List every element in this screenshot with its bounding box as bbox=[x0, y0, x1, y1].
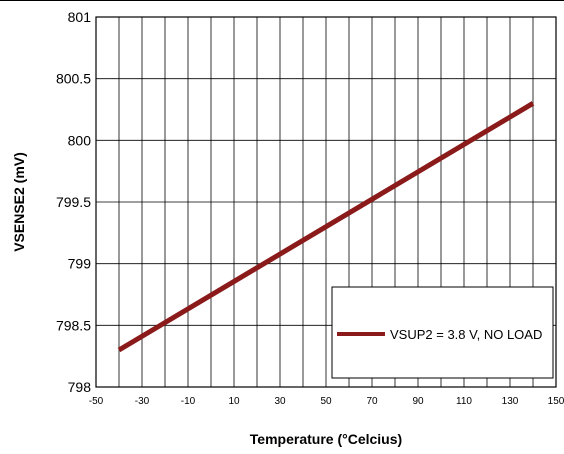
plot-frame bbox=[95, 16, 557, 388]
x-axis-title: Temperature (°Celcius) bbox=[250, 431, 402, 447]
x-tick-label: 130 bbox=[502, 396, 519, 407]
x-tick-label: 30 bbox=[274, 396, 286, 407]
y-tick-label: 798.5 bbox=[56, 317, 91, 333]
series-line bbox=[117, 101, 535, 353]
x-tick-label: -30 bbox=[135, 396, 150, 407]
legend-label: VSUP2 = 3.8 V, NO LOAD bbox=[390, 327, 542, 342]
x-tick-label: 70 bbox=[366, 396, 378, 407]
x-tick-label: -50 bbox=[89, 396, 104, 407]
legend: VSUP2 = 3.8 V, NO LOAD bbox=[331, 286, 554, 379]
y-tick-label: 800.5 bbox=[56, 71, 91, 87]
x-tick-label: 150 bbox=[548, 396, 564, 407]
x-tick-label: 90 bbox=[412, 396, 424, 407]
x-tick-label: 50 bbox=[320, 396, 332, 407]
y-tick-label: 799.5 bbox=[56, 194, 91, 210]
y-axis-title: VSENSE2 (mV) bbox=[11, 152, 27, 252]
y-tick-label: 798 bbox=[68, 379, 92, 395]
series-group bbox=[117, 101, 535, 353]
x-tick-label: 110 bbox=[456, 396, 472, 407]
y-tick-label: 800 bbox=[68, 132, 92, 148]
top-rule bbox=[0, 0, 564, 1]
y-tick-label: 799 bbox=[68, 256, 92, 272]
y-tick-label: 801 bbox=[68, 9, 92, 25]
x-tick-label: 10 bbox=[228, 396, 240, 407]
x-axis-ticks: -50 -30 -10 10 30 50 70 90 110 130 150 bbox=[89, 396, 564, 407]
y-axis-ticks: 798 798.5 799 799.5 800 800.5 801 bbox=[56, 9, 91, 395]
x-tick-label: -10 bbox=[181, 396, 196, 407]
